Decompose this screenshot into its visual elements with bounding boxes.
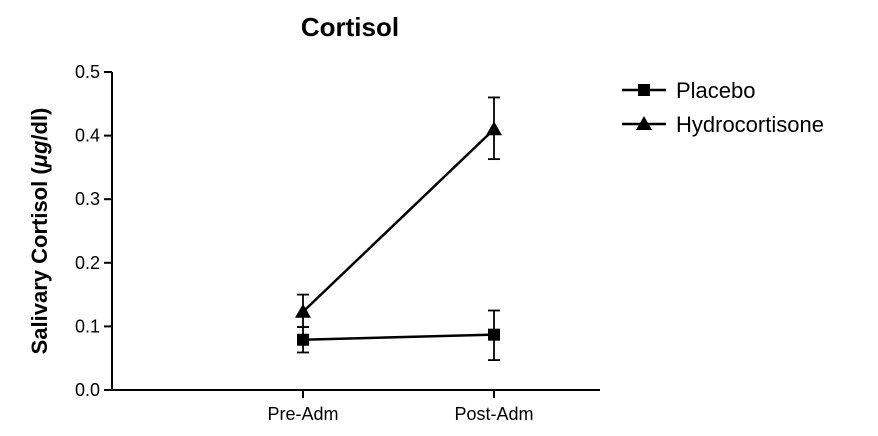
placebo-line	[302, 333, 495, 342]
hydrocortisone-point	[295, 303, 311, 318]
legend-item-hydrocortisone: Hydrocortisone	[622, 112, 824, 137]
series-placebo	[297, 309, 500, 362]
y-ticks: 0.0 0.1 0.2 0.3 0.4 0.5	[75, 62, 112, 400]
y-tick-label: 0.4	[75, 126, 100, 146]
chart-title: Cortisol	[301, 12, 399, 42]
placebo-point	[297, 333, 309, 346]
y-tick-label: 0.0	[75, 380, 100, 400]
x-tick-label: Post-Adm	[454, 404, 533, 424]
legend: Placebo Hydrocortisone	[622, 78, 824, 137]
placebo-point	[488, 328, 500, 341]
y-tick-label: 0.5	[75, 62, 100, 82]
y-tick-label: 0.3	[75, 189, 100, 209]
axes	[111, 72, 600, 391]
legend-marker-hydrocortisone	[636, 116, 652, 130]
series-group	[295, 96, 502, 362]
legend-label-placebo: Placebo	[676, 78, 756, 103]
hydrocortisone-line	[302, 128, 495, 313]
y-tick-label: 0.2	[75, 253, 100, 273]
x-tick-label: Pre-Adm	[267, 404, 338, 424]
legend-item-placebo: Placebo	[622, 78, 756, 103]
legend-marker-placebo	[638, 84, 650, 96]
y-axis-label: Salivary Cortisol (μg/dl)	[27, 108, 52, 355]
y-tick-label: 0.1	[75, 316, 100, 336]
x-ticks: Pre-Adm Post-Adm	[267, 390, 534, 424]
legend-label-hydrocortisone: Hydrocortisone	[676, 112, 824, 137]
hydrocortisone-point	[486, 121, 502, 136]
series-hydrocortisone	[295, 96, 502, 328]
